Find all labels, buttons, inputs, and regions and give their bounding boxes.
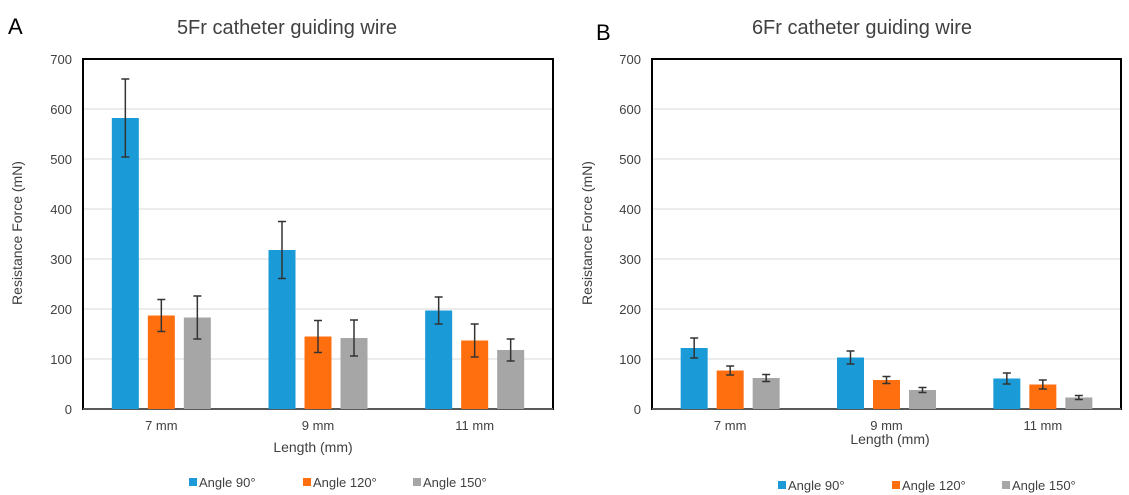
bar [873, 380, 900, 409]
x-tick-label: 11 mm [455, 418, 494, 433]
y-tick-label: 100 [50, 352, 72, 367]
legend-label: Angle 120° [313, 475, 377, 490]
x-tick-label: 9 mm [302, 418, 335, 433]
legend-swatch [1002, 481, 1010, 489]
legend-swatch [413, 478, 421, 486]
y-tick-label: 500 [50, 152, 72, 167]
plot-frame [651, 58, 1122, 410]
chart-panel-b: B 6Fr catheter guiding wire 0 100 200 300 40… [579, 17, 1122, 493]
bar [837, 357, 864, 409]
panel-letter: A [8, 14, 23, 39]
legend-label: Angle 150° [1012, 478, 1076, 493]
bar [909, 390, 936, 409]
panel-letter: B [596, 20, 611, 45]
y-tick-label: 100 [619, 352, 641, 367]
y-tick-label: 300 [50, 252, 72, 267]
chart-title: 6Fr catheter guiding wire [752, 17, 972, 39]
x-axis-label: Length (mm) [850, 431, 929, 447]
y-tick-label: 0 [634, 402, 641, 417]
legend-label: Angle 90° [199, 475, 256, 490]
legend-swatch [303, 478, 311, 486]
y-tick-label: 300 [619, 252, 641, 267]
y-tick-label: 600 [50, 102, 72, 117]
legend-swatch [778, 481, 786, 489]
bar [425, 310, 453, 409]
y-axis-label: Resistance Force (mN) [9, 161, 25, 305]
bar [752, 378, 780, 409]
bar [111, 118, 139, 409]
chart-title: 5Fr catheter guiding wire [177, 17, 397, 39]
legend-label: Angle 120° [902, 478, 966, 493]
y-tick-label: 700 [50, 52, 72, 67]
x-axis-label: Length (mm) [273, 439, 352, 455]
legend-label: Angle 90° [788, 478, 845, 493]
x-tick-label: 7 mm [145, 418, 178, 433]
y-tick-label: 600 [619, 102, 641, 117]
legend-swatch [892, 481, 900, 489]
legend-label: Angle 150° [423, 475, 487, 490]
y-tick-label: 0 [65, 402, 72, 417]
y-tick-label: 400 [50, 202, 72, 217]
x-tick-label: 11 mm [1023, 418, 1062, 433]
bar [1065, 397, 1093, 409]
y-tick-label: 200 [619, 302, 641, 317]
x-tick-label: 7 mm [714, 418, 747, 433]
y-tick-label: 400 [619, 202, 641, 217]
legend-swatch [189, 478, 197, 486]
y-tick-label: 500 [619, 152, 641, 167]
y-tick-label: 700 [619, 52, 641, 67]
x-tick-label: 9 mm [870, 418, 903, 433]
y-axis-label: Resistance Force (mN) [579, 161, 595, 305]
bar [716, 370, 744, 409]
y-tick-label: 200 [50, 302, 72, 317]
chart-panel-a: A 5Fr catheter guiding wire 0 100 200 300 40… [8, 14, 554, 490]
